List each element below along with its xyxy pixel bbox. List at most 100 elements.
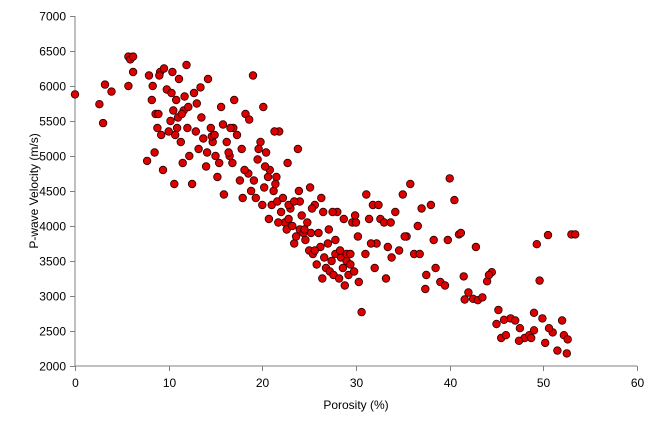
data-point [324, 225, 333, 234]
data-point [357, 307, 366, 317]
data-point [237, 144, 246, 154]
data-point [362, 190, 371, 199]
data-point [256, 137, 265, 147]
data-point [154, 109, 163, 119]
y-tick-label: 4500 [39, 185, 66, 199]
data-point [456, 228, 466, 238]
axis-labels: Porosity (%) P-wave Velocity (m/s) [27, 133, 389, 412]
data-point [400, 232, 409, 241]
data-point [201, 162, 211, 171]
data-point [529, 326, 539, 335]
data-point [391, 207, 400, 217]
data-point [150, 148, 159, 157]
data-point [251, 193, 260, 203]
x-tick-label: 20 [256, 376, 270, 390]
data-point [571, 230, 580, 239]
data-point [387, 253, 396, 262]
data-point [253, 155, 262, 164]
data-point [492, 319, 501, 329]
y-tick-label: 7000 [39, 10, 66, 24]
data-point [460, 295, 469, 304]
data-point [364, 214, 374, 224]
data-point [421, 284, 430, 294]
data-point [168, 67, 177, 77]
data-point [261, 148, 271, 157]
data-point [294, 186, 304, 196]
data-point [270, 127, 279, 136]
data-point [514, 336, 524, 345]
data-point [278, 193, 288, 203]
data-point [544, 324, 554, 333]
data-point [557, 316, 567, 325]
data-point [228, 158, 237, 168]
data-point [339, 214, 348, 224]
data-point [260, 162, 270, 171]
data-point [381, 274, 391, 283]
data-point [422, 270, 431, 280]
data-point [260, 183, 269, 192]
data-point [484, 270, 494, 280]
data-point [70, 90, 80, 99]
data-point [259, 102, 268, 112]
data-point [346, 260, 355, 269]
data-point [219, 190, 229, 199]
data-point [258, 200, 267, 210]
x-tick-label: 30 [350, 376, 364, 390]
x-tick-label: 10 [163, 376, 177, 390]
data-point [334, 274, 344, 283]
data-point [291, 232, 301, 241]
data-point [426, 200, 436, 210]
data-point [501, 331, 511, 340]
data-point [199, 134, 208, 143]
data-point [290, 239, 299, 248]
data-point [386, 218, 395, 227]
data-point [124, 81, 133, 91]
data-point [346, 249, 355, 259]
data-point [128, 67, 138, 77]
data-point [323, 239, 333, 248]
data-point [366, 239, 376, 248]
data-point [431, 263, 440, 273]
data-point [538, 314, 547, 323]
data-point [191, 127, 200, 136]
data-point [144, 71, 154, 80]
data-point [328, 207, 337, 217]
y-tick-label: 2500 [39, 325, 66, 339]
data-point [211, 151, 220, 161]
data-point [398, 190, 407, 199]
y-tick-label: 5000 [39, 150, 66, 164]
data-point [159, 64, 169, 73]
data-point [274, 218, 283, 227]
data-point [222, 137, 231, 147]
data-point [269, 186, 278, 196]
x-tick-label: 0 [72, 376, 79, 390]
data-point [543, 230, 553, 240]
data-point [246, 186, 256, 196]
data-point [192, 99, 201, 108]
data-point [317, 193, 326, 203]
y-tick-label: 6500 [39, 45, 66, 59]
data-point [331, 235, 340, 245]
y-tick-label: 6000 [39, 80, 66, 94]
data-point [415, 249, 424, 259]
data-point [170, 130, 180, 140]
data-point [107, 87, 116, 96]
data-point [563, 335, 572, 344]
data-point [158, 165, 168, 175]
data-point [248, 71, 258, 80]
y-tick-label: 5500 [39, 115, 66, 129]
data-point [350, 211, 360, 220]
data-point [174, 74, 184, 84]
data-point [374, 200, 383, 210]
data-point [318, 274, 327, 283]
data-point [471, 242, 481, 252]
data-point [450, 195, 459, 205]
data-point [264, 214, 274, 224]
data-point [271, 179, 280, 189]
data-point [194, 144, 203, 154]
data-point [183, 123, 192, 133]
data-point [320, 253, 329, 262]
data-point [511, 316, 520, 325]
data-point [305, 183, 315, 192]
